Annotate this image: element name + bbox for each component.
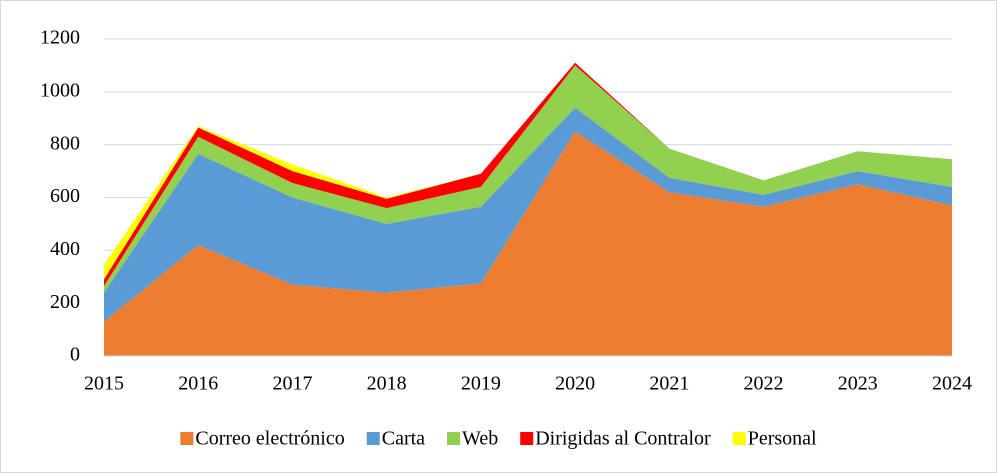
legend-swatch (366, 432, 380, 445)
area (104, 107, 952, 322)
area (104, 65, 952, 293)
x-tick-label: 2020 (555, 373, 595, 395)
y-tick-label: 400 (50, 238, 80, 260)
legend-swatch (180, 432, 194, 445)
legend-label: Personal (748, 428, 817, 450)
legend-swatch (520, 432, 534, 445)
x-tick-label: 2022 (744, 373, 784, 395)
y-tick-label: 0 (70, 344, 80, 366)
y-tick-label: 600 (50, 185, 80, 207)
x-tick-label: 2023 (838, 373, 878, 395)
y-tick-label: 1000 (40, 79, 80, 101)
legend-label: Carta (382, 428, 425, 450)
area (104, 131, 952, 356)
x-tick-label: 2015 (84, 373, 124, 395)
y-tick-label: 200 (50, 291, 80, 313)
y-tick-label: 1200 (40, 27, 80, 49)
legend-label: Correo electrónico (195, 428, 344, 450)
legend-label: Web (462, 428, 498, 450)
legend-swatch (732, 432, 746, 445)
x-tick-label: 2024 (932, 373, 972, 395)
x-tick-label: 2019 (461, 373, 501, 395)
y-tick-label: 800 (50, 132, 80, 154)
x-tick-label: 2017 (272, 373, 312, 395)
x-tick-label: 2018 (367, 373, 407, 395)
x-tick-label: 2016 (178, 373, 218, 395)
legend-swatch (447, 432, 461, 445)
legend-label: Dirigidas al Contralor (535, 428, 711, 450)
x-tick-label: 2021 (649, 373, 689, 395)
